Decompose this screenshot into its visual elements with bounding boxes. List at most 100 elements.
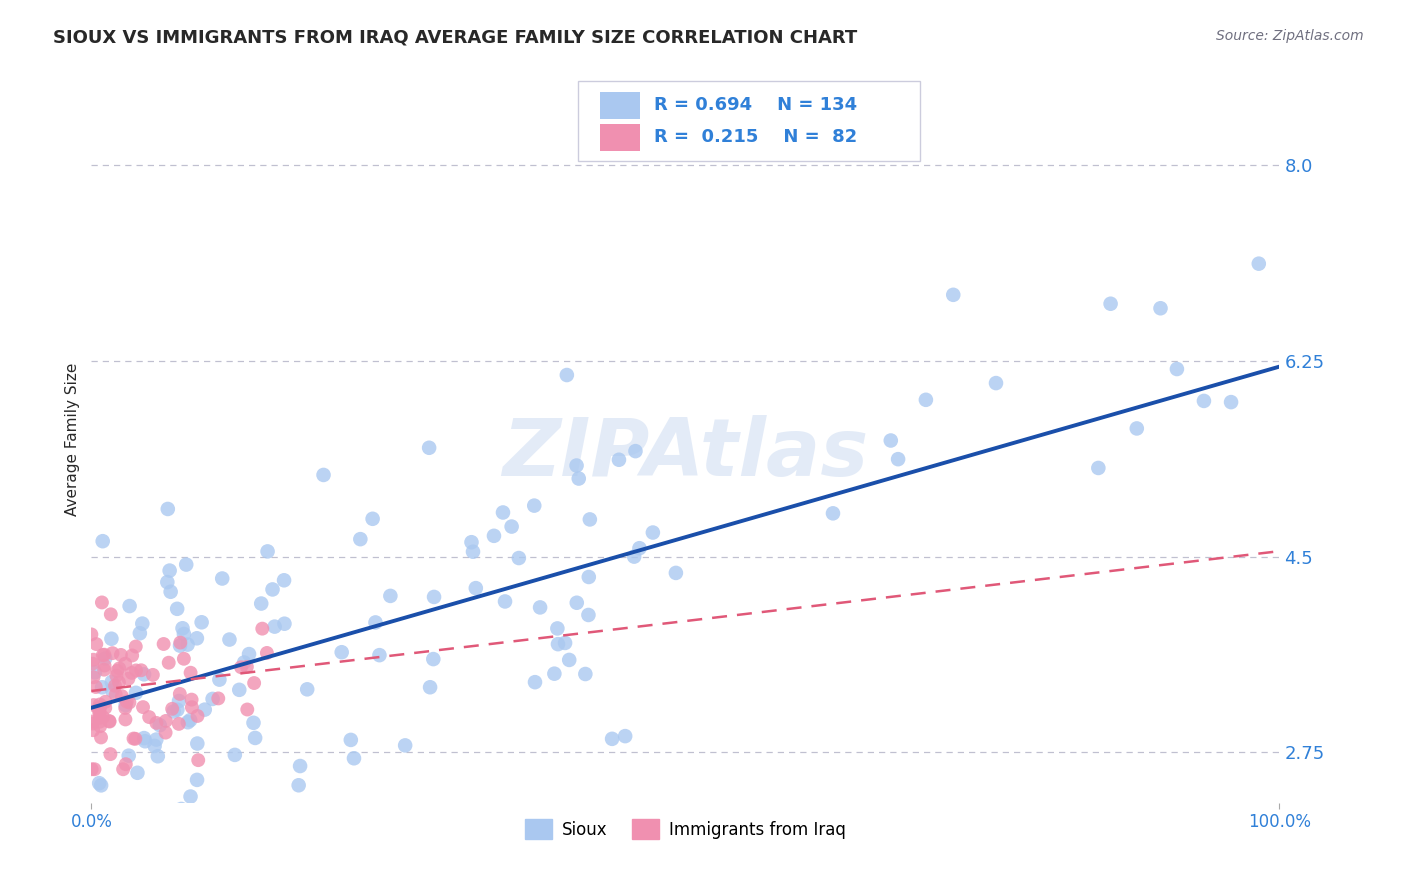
Point [83,762,105,776]
Point [114,713,136,727]
Point [177,715,200,730]
Point [565,596,588,610]
Point [238,647,260,661]
Point [194,703,217,717]
Point [80,627,103,641]
Point [163,705,186,719]
Point [343,751,366,765]
Point [94,651,117,665]
Point [501,519,523,533]
Point [1087,461,1109,475]
Point [162,807,184,822]
Point [523,499,546,513]
Point [82,653,104,667]
Point [105,664,128,678]
Point [418,441,440,455]
Point [190,615,212,630]
Point [89,711,111,725]
Point [243,676,266,690]
Point [186,709,208,723]
Point [156,502,179,516]
Point [423,590,446,604]
Point [380,589,402,603]
Point [364,615,387,630]
Point [101,646,124,660]
Point [89,714,111,729]
Point [494,594,516,608]
Point [94,701,117,715]
Point [112,807,135,822]
Point [233,656,256,670]
Point [312,467,335,482]
Point [368,648,391,662]
Point [118,599,141,613]
Point [111,689,134,703]
Point [118,696,141,710]
Point [600,731,623,746]
Point [80,762,103,776]
Point [145,732,167,747]
Point [361,512,384,526]
Point [330,645,353,659]
Point [169,639,191,653]
Text: R =  0.215    N =  82: R = 0.215 N = 82 [654,128,858,146]
Point [125,640,148,654]
Point [142,807,165,822]
Point [252,622,274,636]
Point [108,675,131,690]
Point [273,574,295,588]
Text: Source: ZipAtlas.com: Source: ZipAtlas.com [1216,29,1364,43]
Point [156,575,179,590]
Point [186,737,208,751]
Point [125,664,148,678]
Point [236,660,259,674]
Point [179,713,201,727]
Point [114,757,136,772]
Point [157,656,180,670]
Point [176,638,198,652]
Point [1192,393,1215,408]
Point [207,691,229,706]
Point [579,512,602,526]
Point [94,695,117,709]
Point [1149,301,1171,316]
Point [136,807,159,822]
Point [84,637,107,651]
Point [492,506,515,520]
Point [547,637,569,651]
Point [152,637,174,651]
Point [236,702,259,716]
Point [90,778,112,792]
Point [228,682,250,697]
Point [146,807,169,822]
Text: ZIPAtlas: ZIPAtlas [502,415,869,493]
Point [104,679,127,693]
Point [100,747,122,761]
Point [915,392,938,407]
Point [180,665,202,680]
Point [82,716,104,731]
Point [340,732,363,747]
Point [121,648,143,663]
Point [180,692,202,706]
Point [172,621,194,635]
Point [170,802,193,816]
Point [624,444,647,458]
Point [1220,395,1243,409]
Y-axis label: Average Family Size: Average Family Size [65,363,80,516]
Point [138,710,160,724]
Point [91,648,114,662]
Point [80,807,103,822]
Point [180,789,202,804]
Point [1247,257,1270,271]
Point [84,665,107,680]
Point [464,581,486,595]
Point [166,703,188,717]
Point [419,680,441,694]
Point [108,661,131,675]
Point [984,376,1007,390]
Point [101,683,124,698]
Point [98,714,121,728]
Point [122,731,145,746]
Point [224,747,246,762]
